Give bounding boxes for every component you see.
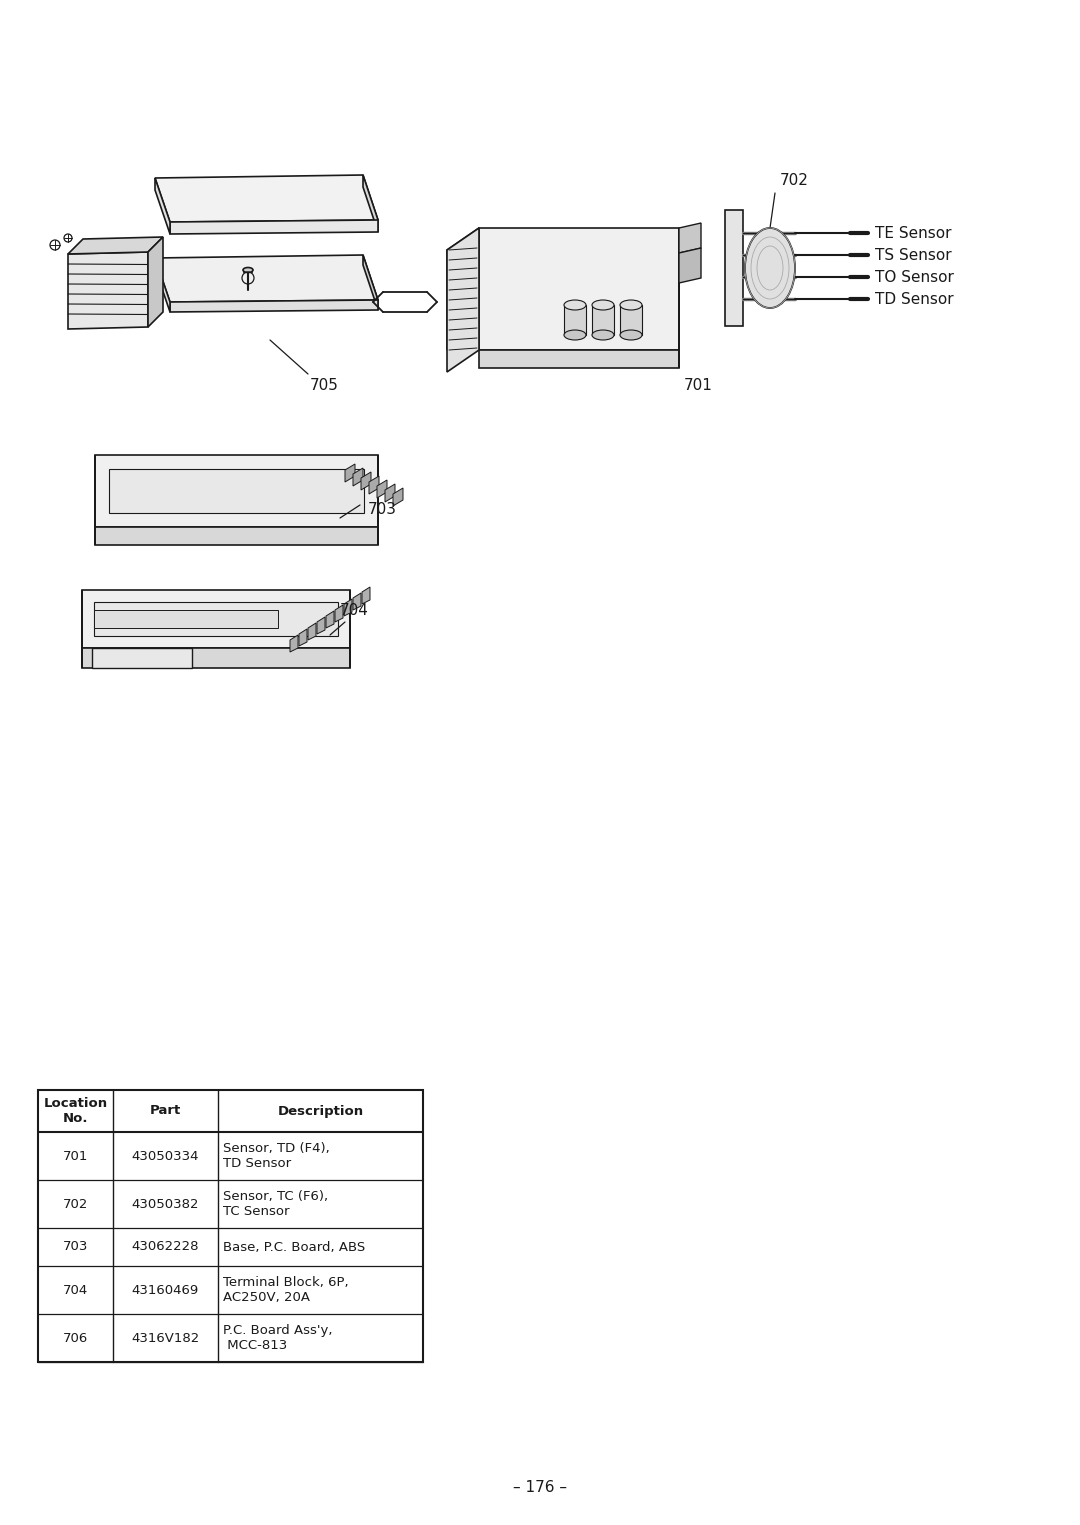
Polygon shape xyxy=(92,648,192,668)
Polygon shape xyxy=(564,305,586,336)
Polygon shape xyxy=(480,229,679,351)
Polygon shape xyxy=(94,610,278,628)
Polygon shape xyxy=(363,175,378,232)
Text: 704: 704 xyxy=(340,602,369,618)
Polygon shape xyxy=(679,223,701,253)
Ellipse shape xyxy=(592,300,615,310)
Text: Sensor, TC (F6),
TC Sensor: Sensor, TC (F6), TC Sensor xyxy=(222,1190,328,1218)
Polygon shape xyxy=(291,634,298,653)
Text: 703: 703 xyxy=(368,503,397,517)
Polygon shape xyxy=(679,249,701,284)
Text: – 176 –: – 176 – xyxy=(513,1481,567,1496)
Text: Terminal Block, 6P,
AC250V, 20A: Terminal Block, 6P, AC250V, 20A xyxy=(222,1276,349,1304)
Polygon shape xyxy=(620,305,642,336)
Text: TO Sensor: TO Sensor xyxy=(875,270,954,285)
Polygon shape xyxy=(447,229,480,372)
Polygon shape xyxy=(345,464,355,482)
Ellipse shape xyxy=(564,329,586,340)
Polygon shape xyxy=(393,488,403,506)
Ellipse shape xyxy=(745,229,795,308)
Polygon shape xyxy=(156,178,170,233)
Text: 43050382: 43050382 xyxy=(132,1197,199,1211)
Text: 704: 704 xyxy=(63,1284,89,1296)
Text: 702: 702 xyxy=(780,172,809,188)
Polygon shape xyxy=(95,454,378,528)
Polygon shape xyxy=(480,351,679,368)
Polygon shape xyxy=(82,590,350,648)
Polygon shape xyxy=(318,618,325,634)
Polygon shape xyxy=(447,229,480,351)
Polygon shape xyxy=(361,473,372,490)
Ellipse shape xyxy=(564,300,586,310)
Polygon shape xyxy=(68,236,163,255)
Ellipse shape xyxy=(620,329,642,340)
Text: Sensor, TD (F4),
TD Sensor: Sensor, TD (F4), TD Sensor xyxy=(222,1142,329,1170)
Text: 706: 706 xyxy=(63,1331,89,1345)
Text: 701: 701 xyxy=(684,378,713,393)
Polygon shape xyxy=(299,628,307,647)
Text: 43050334: 43050334 xyxy=(132,1150,199,1162)
Polygon shape xyxy=(170,220,378,233)
Text: TE Sensor: TE Sensor xyxy=(875,226,951,241)
Polygon shape xyxy=(156,175,378,223)
Text: TS Sensor: TS Sensor xyxy=(875,247,951,262)
Polygon shape xyxy=(148,236,163,326)
Polygon shape xyxy=(377,480,387,499)
Text: 4316V182: 4316V182 xyxy=(132,1331,200,1345)
Text: Part: Part xyxy=(150,1104,181,1118)
Polygon shape xyxy=(82,648,350,668)
Text: Base, P.C. Board, ABS: Base, P.C. Board, ABS xyxy=(222,1240,365,1254)
Text: 702: 702 xyxy=(63,1197,89,1211)
Polygon shape xyxy=(38,1090,423,1362)
Polygon shape xyxy=(326,612,334,628)
Polygon shape xyxy=(369,476,379,494)
Ellipse shape xyxy=(620,300,642,310)
Polygon shape xyxy=(156,258,170,313)
Polygon shape xyxy=(308,624,316,640)
Ellipse shape xyxy=(243,267,253,273)
Text: 703: 703 xyxy=(63,1240,89,1254)
Text: TD Sensor: TD Sensor xyxy=(875,291,954,307)
Text: Description: Description xyxy=(278,1104,364,1118)
Text: Location
No.: Location No. xyxy=(43,1096,108,1125)
Polygon shape xyxy=(363,255,378,310)
Polygon shape xyxy=(156,255,378,302)
Polygon shape xyxy=(353,468,363,486)
Polygon shape xyxy=(353,593,361,610)
Polygon shape xyxy=(68,252,148,329)
Polygon shape xyxy=(345,599,352,616)
Text: 705: 705 xyxy=(310,378,339,393)
Polygon shape xyxy=(384,483,395,502)
Polygon shape xyxy=(335,605,343,622)
Polygon shape xyxy=(592,305,615,336)
Polygon shape xyxy=(170,300,378,313)
Text: 701: 701 xyxy=(63,1150,89,1162)
Polygon shape xyxy=(109,470,364,512)
Text: P.C. Board Ass'y,
 MCC-813: P.C. Board Ass'y, MCC-813 xyxy=(222,1324,333,1353)
Ellipse shape xyxy=(592,329,615,340)
Text: 43062228: 43062228 xyxy=(132,1240,199,1254)
Polygon shape xyxy=(362,587,370,604)
Polygon shape xyxy=(94,602,338,636)
Polygon shape xyxy=(95,528,378,544)
Polygon shape xyxy=(725,210,743,326)
Text: 43160469: 43160469 xyxy=(132,1284,199,1296)
